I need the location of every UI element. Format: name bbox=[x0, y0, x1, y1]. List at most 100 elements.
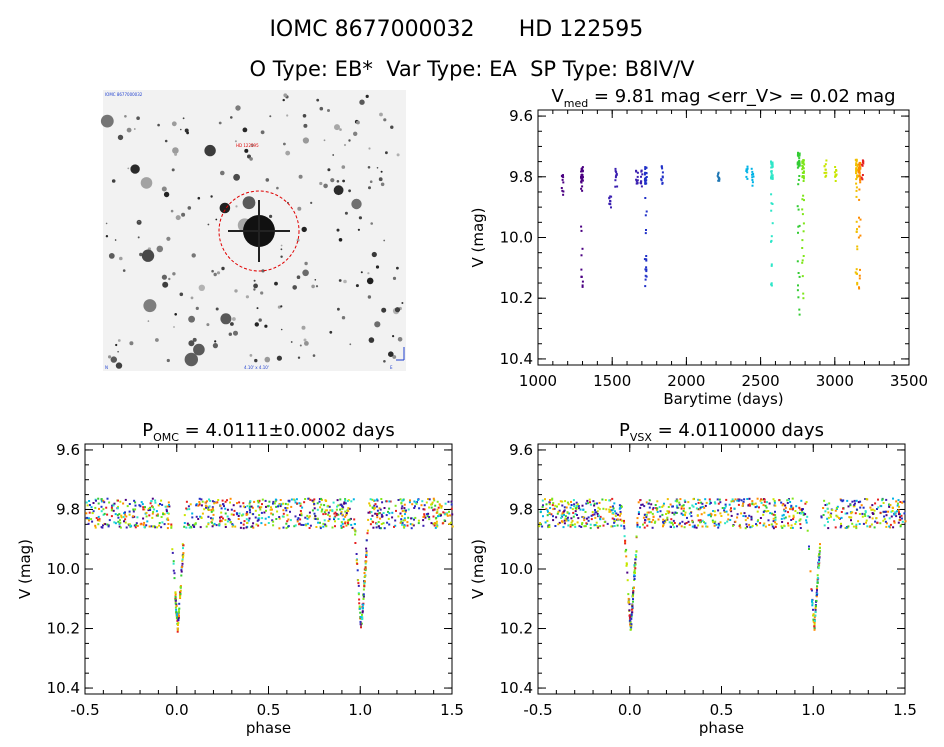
data-point bbox=[354, 523, 356, 526]
data-point bbox=[167, 523, 170, 525]
image-tiny-bottom-right: E bbox=[390, 365, 393, 370]
data-point bbox=[897, 521, 900, 524]
data-point bbox=[885, 498, 888, 501]
data-point bbox=[357, 579, 360, 582]
data-point bbox=[210, 509, 213, 511]
star bbox=[175, 215, 181, 221]
data-point bbox=[798, 506, 801, 509]
data-point bbox=[686, 516, 688, 519]
star bbox=[314, 279, 317, 281]
data-point bbox=[361, 616, 364, 619]
phase-omc-plot: POMC = 4.0111±0.0002 days-0.5 0.0 0.5 1.0 1.… bbox=[16, 420, 464, 737]
data-point bbox=[565, 519, 568, 522]
data-point bbox=[585, 517, 588, 520]
data-point bbox=[267, 522, 270, 524]
data-point bbox=[900, 514, 903, 517]
data-point bbox=[814, 607, 817, 610]
data-point bbox=[359, 623, 362, 626]
star bbox=[232, 317, 236, 321]
data-point bbox=[165, 510, 168, 513]
data-point bbox=[619, 510, 622, 513]
star bbox=[336, 180, 340, 183]
data-point bbox=[802, 177, 805, 180]
data-point bbox=[373, 508, 376, 511]
data-point bbox=[877, 498, 879, 501]
data-point bbox=[189, 503, 192, 506]
star bbox=[254, 358, 258, 363]
data-point bbox=[830, 515, 832, 518]
data-point bbox=[299, 513, 301, 516]
data-point bbox=[626, 571, 629, 574]
data-point bbox=[795, 505, 798, 508]
data-point bbox=[260, 506, 263, 509]
data-point bbox=[623, 527, 626, 530]
data-point bbox=[803, 163, 806, 166]
data-point bbox=[414, 516, 417, 519]
data-point bbox=[787, 498, 790, 501]
data-point bbox=[329, 509, 332, 512]
data-point bbox=[175, 605, 178, 607]
data-point bbox=[672, 523, 674, 526]
star bbox=[303, 123, 308, 128]
data-point bbox=[610, 509, 613, 512]
data-point bbox=[174, 596, 177, 598]
data-point bbox=[226, 508, 229, 511]
data-point bbox=[446, 512, 449, 515]
data-point bbox=[756, 520, 759, 523]
data-point bbox=[538, 525, 541, 528]
data-point bbox=[249, 500, 252, 503]
data-point bbox=[612, 512, 615, 514]
data-point bbox=[377, 521, 380, 523]
data-point bbox=[450, 507, 453, 510]
data-point bbox=[798, 308, 801, 311]
data-point bbox=[613, 521, 616, 524]
data-point bbox=[888, 517, 891, 520]
data-point bbox=[166, 512, 169, 514]
data-point bbox=[669, 503, 672, 506]
data-point bbox=[889, 504, 892, 506]
data-point bbox=[418, 507, 421, 510]
data-point bbox=[316, 508, 319, 511]
plot-title-rest: = 4.0111±0.0002 days bbox=[179, 420, 395, 441]
data-point bbox=[887, 510, 890, 513]
data-point bbox=[257, 501, 260, 504]
x-tick-label: 2500 bbox=[742, 372, 780, 390]
data-point bbox=[814, 614, 817, 617]
star bbox=[172, 147, 179, 154]
star bbox=[401, 302, 404, 304]
data-point bbox=[637, 511, 640, 514]
data-point bbox=[603, 521, 606, 523]
data-point bbox=[823, 165, 826, 168]
data-point bbox=[100, 500, 103, 503]
data-point bbox=[724, 503, 727, 506]
data-point bbox=[407, 508, 410, 511]
data-point bbox=[853, 503, 856, 506]
data-point bbox=[426, 515, 429, 518]
data-point bbox=[587, 519, 590, 522]
data-point bbox=[891, 510, 894, 512]
data-point bbox=[123, 520, 125, 523]
data-point bbox=[403, 517, 406, 520]
data-point bbox=[695, 526, 698, 529]
data-point bbox=[896, 510, 898, 513]
star bbox=[339, 128, 342, 131]
data-point bbox=[701, 502, 704, 505]
star bbox=[334, 124, 340, 131]
data-point bbox=[581, 174, 584, 176]
data-point bbox=[154, 501, 157, 504]
data-point bbox=[748, 497, 751, 500]
data-point bbox=[178, 608, 180, 611]
data-point bbox=[813, 621, 816, 624]
data-point bbox=[341, 522, 344, 525]
star bbox=[161, 274, 167, 280]
data-point bbox=[840, 522, 842, 525]
data-point bbox=[680, 512, 683, 515]
data-point bbox=[749, 526, 752, 529]
data-point bbox=[663, 519, 666, 522]
data-point bbox=[656, 500, 659, 503]
data-point bbox=[571, 519, 574, 522]
data-point bbox=[206, 500, 208, 503]
data-point bbox=[386, 521, 389, 524]
data-point bbox=[298, 502, 301, 505]
x-tick-label: 3000 bbox=[816, 372, 854, 390]
